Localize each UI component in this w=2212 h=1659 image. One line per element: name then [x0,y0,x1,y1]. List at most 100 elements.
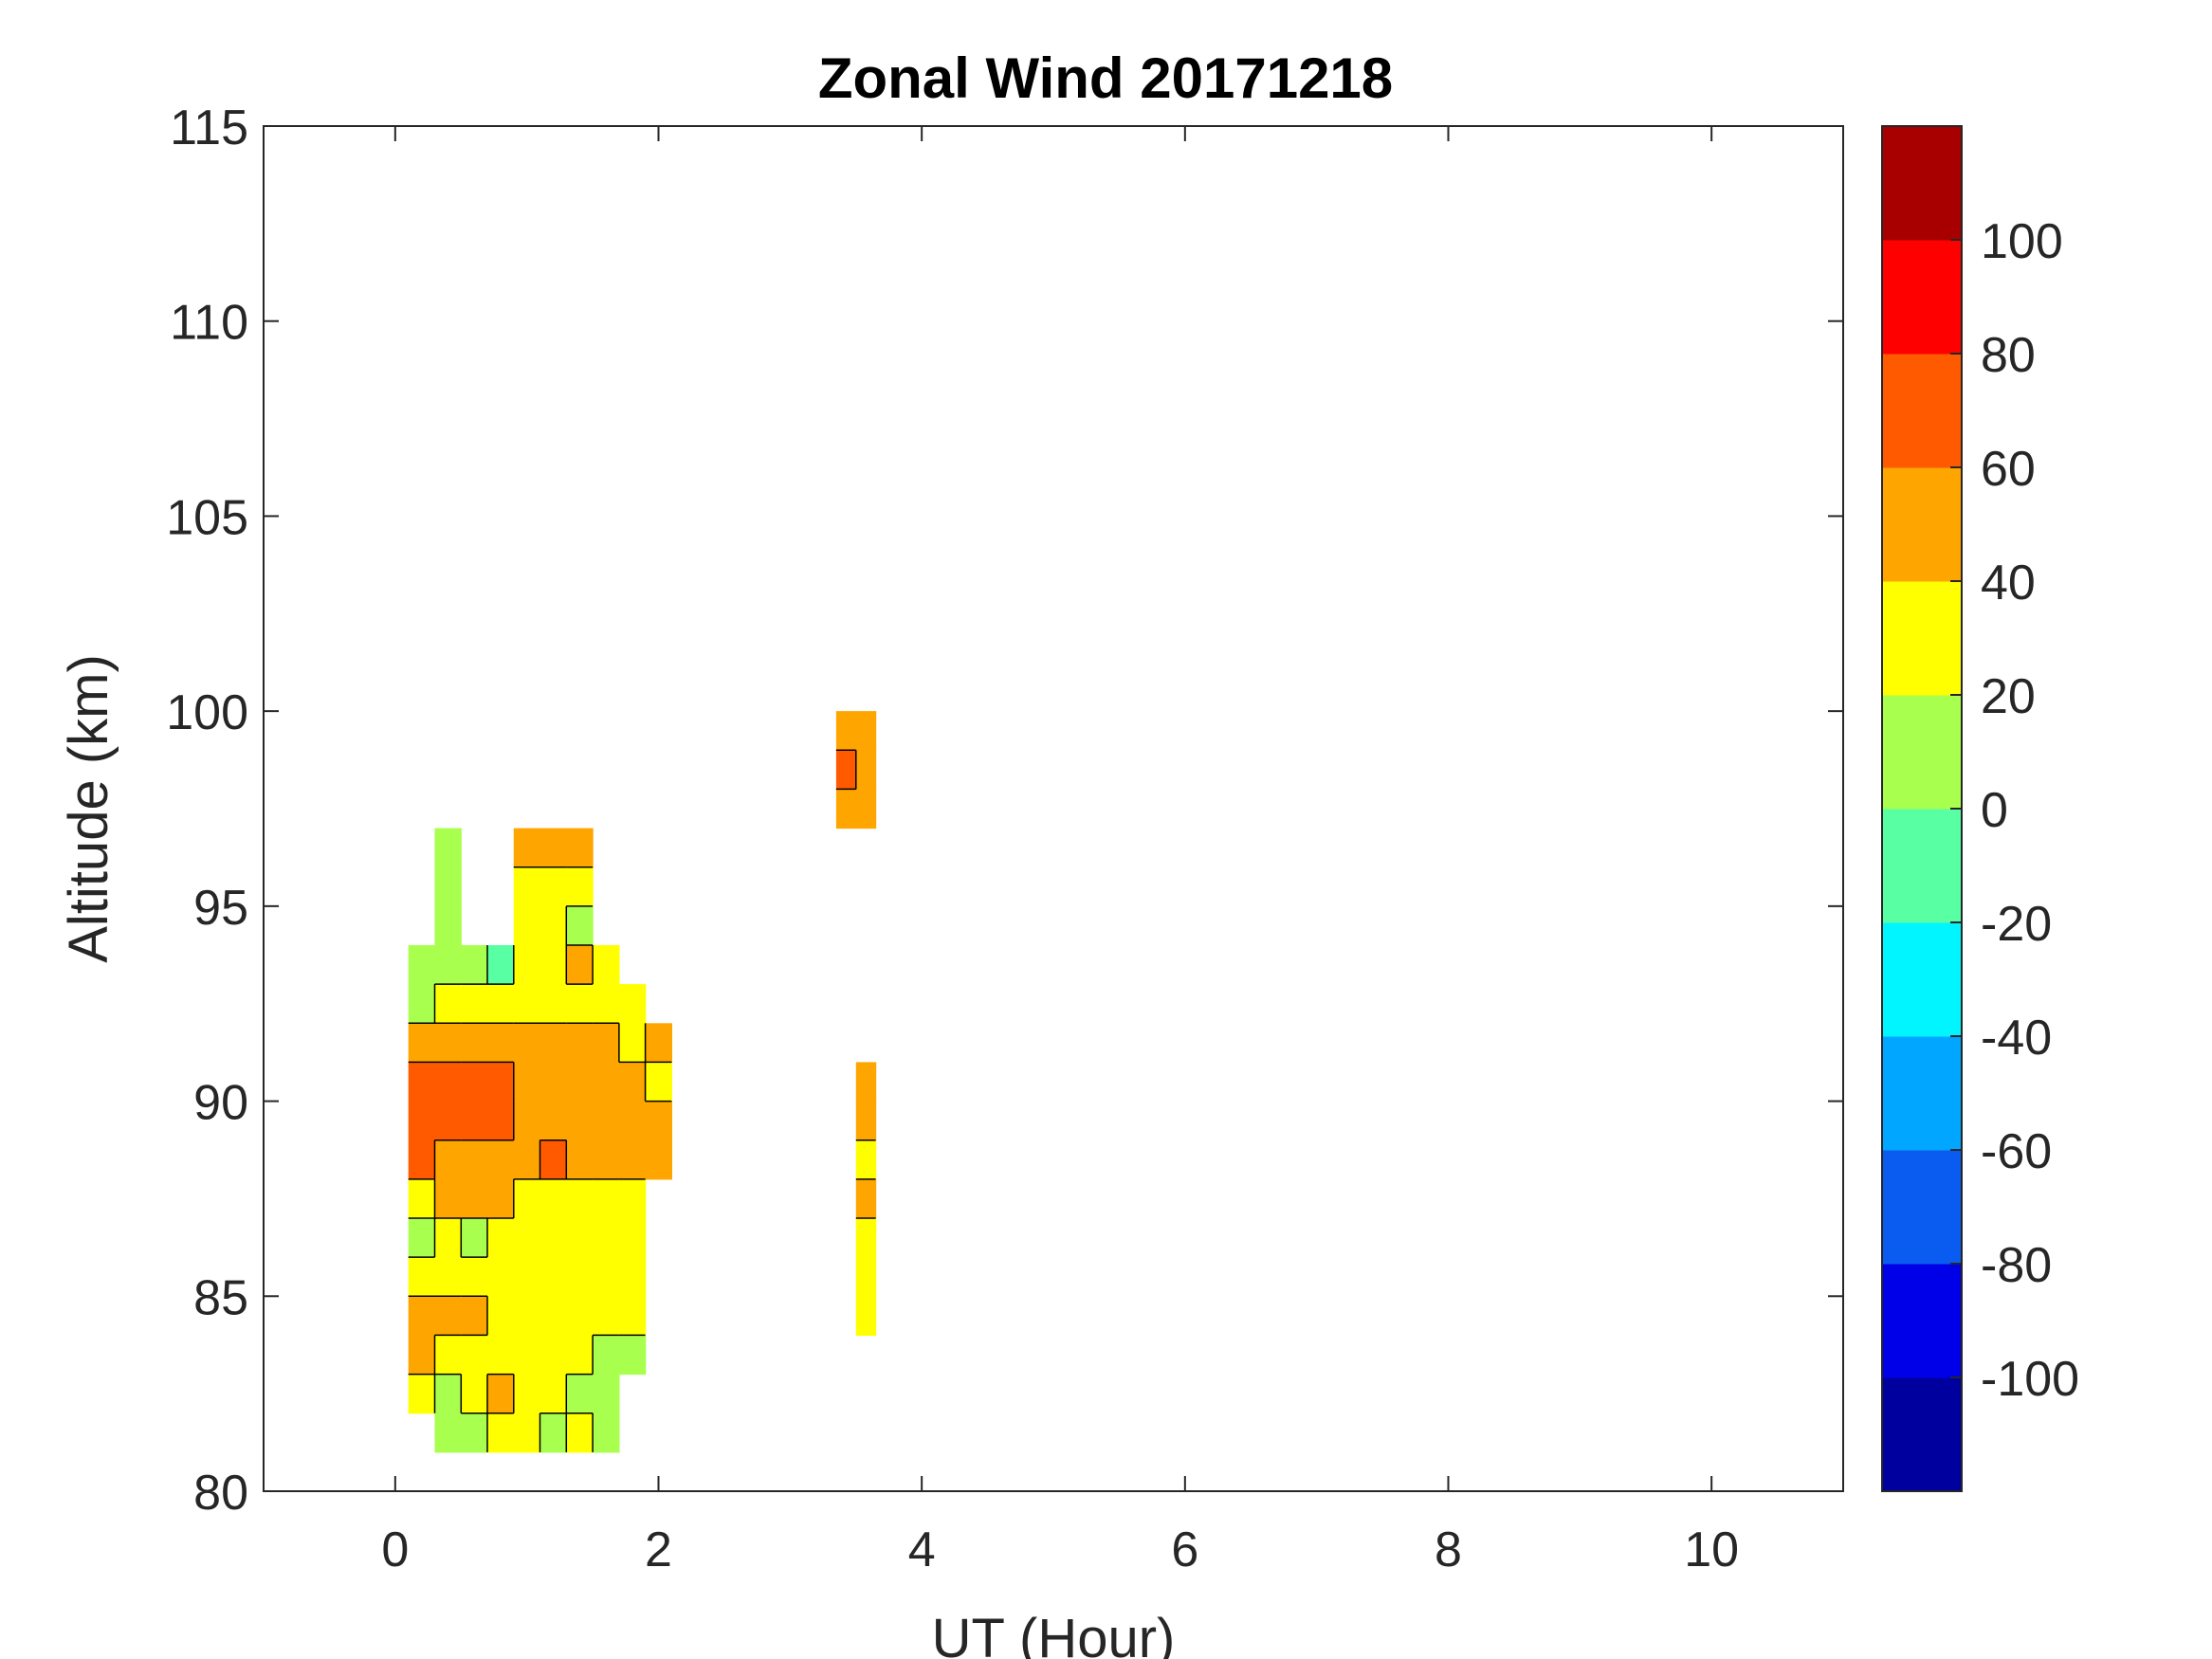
contour-cell [539,1178,567,1219]
contour-cell [855,1296,877,1336]
contour-cell [513,1178,541,1219]
x-tick-label: 6 [1171,1522,1198,1577]
contour-cell [487,1335,515,1376]
contour-cell [539,1218,567,1258]
contour-cell [645,1139,672,1180]
contour-cell [408,1062,436,1103]
contour-cell [855,1218,877,1258]
contour-cell [618,1101,647,1141]
contour-cell [539,1023,567,1063]
contour-cell [593,1296,620,1336]
x-axis: 0 2 4 6 8 10 [381,126,1739,1577]
contour-cell [408,1374,436,1414]
contour-cell [835,711,857,751]
contour-cell [539,1101,567,1141]
contour-cell [645,1023,672,1063]
colorbar-swatch [1882,581,1962,696]
contour-cell [539,984,567,1024]
contour-cell [487,1218,515,1258]
contour-cell [513,1218,541,1258]
contour-cell [566,1178,594,1219]
contour-cell [539,905,567,946]
contour-cell [539,1257,567,1297]
contour-cell [618,984,647,1024]
contour-cell [513,828,541,868]
contour-cell [566,905,594,946]
contour-cell [513,1374,541,1414]
contour-cell [513,905,541,946]
contour-cell [835,789,857,830]
contour-cell [855,1257,877,1297]
contour-cell [855,1062,877,1103]
colorbar-swatch [1882,809,1962,923]
colorbar-tick-label: 0 [1981,783,2008,838]
contour-cell [408,984,436,1024]
contour-cell [566,1413,594,1453]
contour-cell [593,945,620,985]
x-tick-label: 10 [1684,1522,1739,1577]
contour-cell [408,1139,436,1180]
colorbar-tick-label: 60 [1981,442,2036,497]
colorbar-swatch [1882,1264,1962,1378]
contour-cell [566,1139,594,1180]
contour-cell [566,1296,594,1336]
y-tick-label: 85 [193,1270,248,1325]
contour-cell [513,1139,541,1180]
contour-cell [408,1178,436,1219]
contour-cell [434,1257,462,1297]
contour-cell [461,1023,488,1063]
contour-fill-layer [408,711,877,1453]
plot-area-frame [263,125,1844,1492]
contour-cell [461,1062,488,1103]
contour-cell [593,1218,620,1258]
x-axis-label: UT (Hour) [932,1608,1176,1659]
contour-cell [566,945,594,985]
contour-cell [835,750,857,790]
contour-cell [618,1062,647,1103]
contour-cell [566,1374,594,1414]
colorbar-swatch [1882,126,1962,241]
contour-cell [513,1101,541,1141]
contour-cell [487,984,515,1024]
contour-cell [618,1178,647,1219]
y-tick-label: 95 [193,881,248,936]
contour-cell [461,1139,488,1180]
colorbar-tick-label: -40 [1981,1011,2052,1066]
contour-cell [618,1257,647,1297]
contour-cell [513,1062,541,1103]
y-axis-label: Altitude (km) [58,654,119,963]
colorbar-tick-label: -20 [1981,897,2052,952]
contour-cell [434,1062,462,1103]
contour-cell [434,905,462,946]
y-tick-label: 115 [170,100,248,155]
contour-cell [593,1374,620,1414]
contour-cell [434,1101,462,1141]
contour-cell [434,945,462,985]
contour-cell [434,1139,462,1180]
contour-cell [487,1374,515,1414]
contour-cell [855,1101,877,1141]
contour-cell [855,1139,877,1180]
contour-cell [434,984,462,1024]
colorbar-tick-label: -100 [1981,1352,2079,1407]
y-axis: 80 85 90 95 100 105 110 115 [166,100,1843,1521]
y-tick-label: 100 [166,685,248,740]
contour-cell [593,1139,620,1180]
contour-cell [566,1218,594,1258]
contour-cell [593,984,620,1024]
contour-cell [434,1335,462,1376]
contour-cell [461,1335,488,1376]
contour-cell [434,1023,462,1063]
contour-cell [513,984,541,1024]
colorbar-tick-label: -80 [1981,1238,2052,1293]
contour-cell [513,866,541,907]
contour-cell [434,828,462,868]
contour-cell [566,866,594,907]
contour-cell [487,945,515,985]
contour-cell [408,1101,436,1141]
contour-cell [618,1296,647,1336]
contour-cell [566,1257,594,1297]
contour-cell [593,1178,620,1219]
colorbar-tick-label: 80 [1981,328,2036,383]
